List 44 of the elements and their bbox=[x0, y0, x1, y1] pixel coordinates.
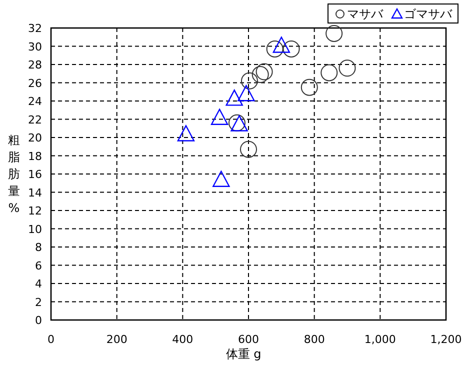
point bbox=[238, 85, 255, 102]
point bbox=[300, 78, 318, 96]
y-tick-label: 28 bbox=[28, 58, 42, 72]
point bbox=[320, 64, 338, 82]
y-tick-label: 12 bbox=[28, 204, 42, 218]
x-tick-label: 0 bbox=[48, 333, 54, 346]
y-tick-label: 16 bbox=[28, 168, 42, 181]
y-tick-label: 8 bbox=[35, 241, 42, 254]
y-tick-label: 30 bbox=[28, 40, 42, 54]
point bbox=[212, 170, 230, 187]
point bbox=[338, 60, 356, 77]
x-tick-label: 1,000 bbox=[364, 333, 396, 346]
y-tick-label: 4 bbox=[35, 278, 42, 290]
point bbox=[256, 63, 273, 80]
point bbox=[252, 66, 269, 84]
point bbox=[240, 72, 258, 90]
point bbox=[326, 24, 343, 42]
legend-label: ゴマサバ bbox=[404, 7, 453, 21]
point bbox=[177, 125, 195, 142]
y-tick-label: 26 bbox=[28, 76, 42, 90]
x-tick-label: 400 bbox=[172, 333, 194, 346]
y-tick-label: 10 bbox=[28, 222, 42, 236]
y-tick-label: 20 bbox=[28, 132, 42, 144]
legend-label: マサバ bbox=[347, 7, 384, 21]
point bbox=[266, 40, 284, 58]
x-axis-title: 体重 g bbox=[226, 347, 262, 361]
x-tick-label: 1,200 bbox=[430, 333, 462, 346]
point bbox=[226, 90, 243, 106]
point bbox=[282, 40, 300, 58]
x-tick-label: 800 bbox=[304, 333, 325, 346]
y-tick-label: 6 bbox=[35, 259, 42, 272]
point bbox=[210, 108, 228, 125]
x-tick-label: 200 bbox=[106, 333, 128, 346]
y-tick-label: 0 bbox=[35, 314, 42, 327]
y-tick-label: 32 bbox=[28, 22, 42, 35]
y-tick-label: 22 bbox=[28, 113, 42, 126]
point bbox=[272, 36, 290, 53]
y-tick-label: 14 bbox=[28, 186, 42, 200]
point bbox=[240, 140, 257, 158]
y-tick-label: 18 bbox=[28, 150, 42, 163]
y-tick-label: 24 bbox=[28, 95, 42, 108]
x-tick-label: 600 bbox=[238, 333, 259, 346]
y-axis-title: 粗脂肪量% bbox=[8, 133, 20, 215]
y-tick-label: 2 bbox=[35, 296, 42, 309]
